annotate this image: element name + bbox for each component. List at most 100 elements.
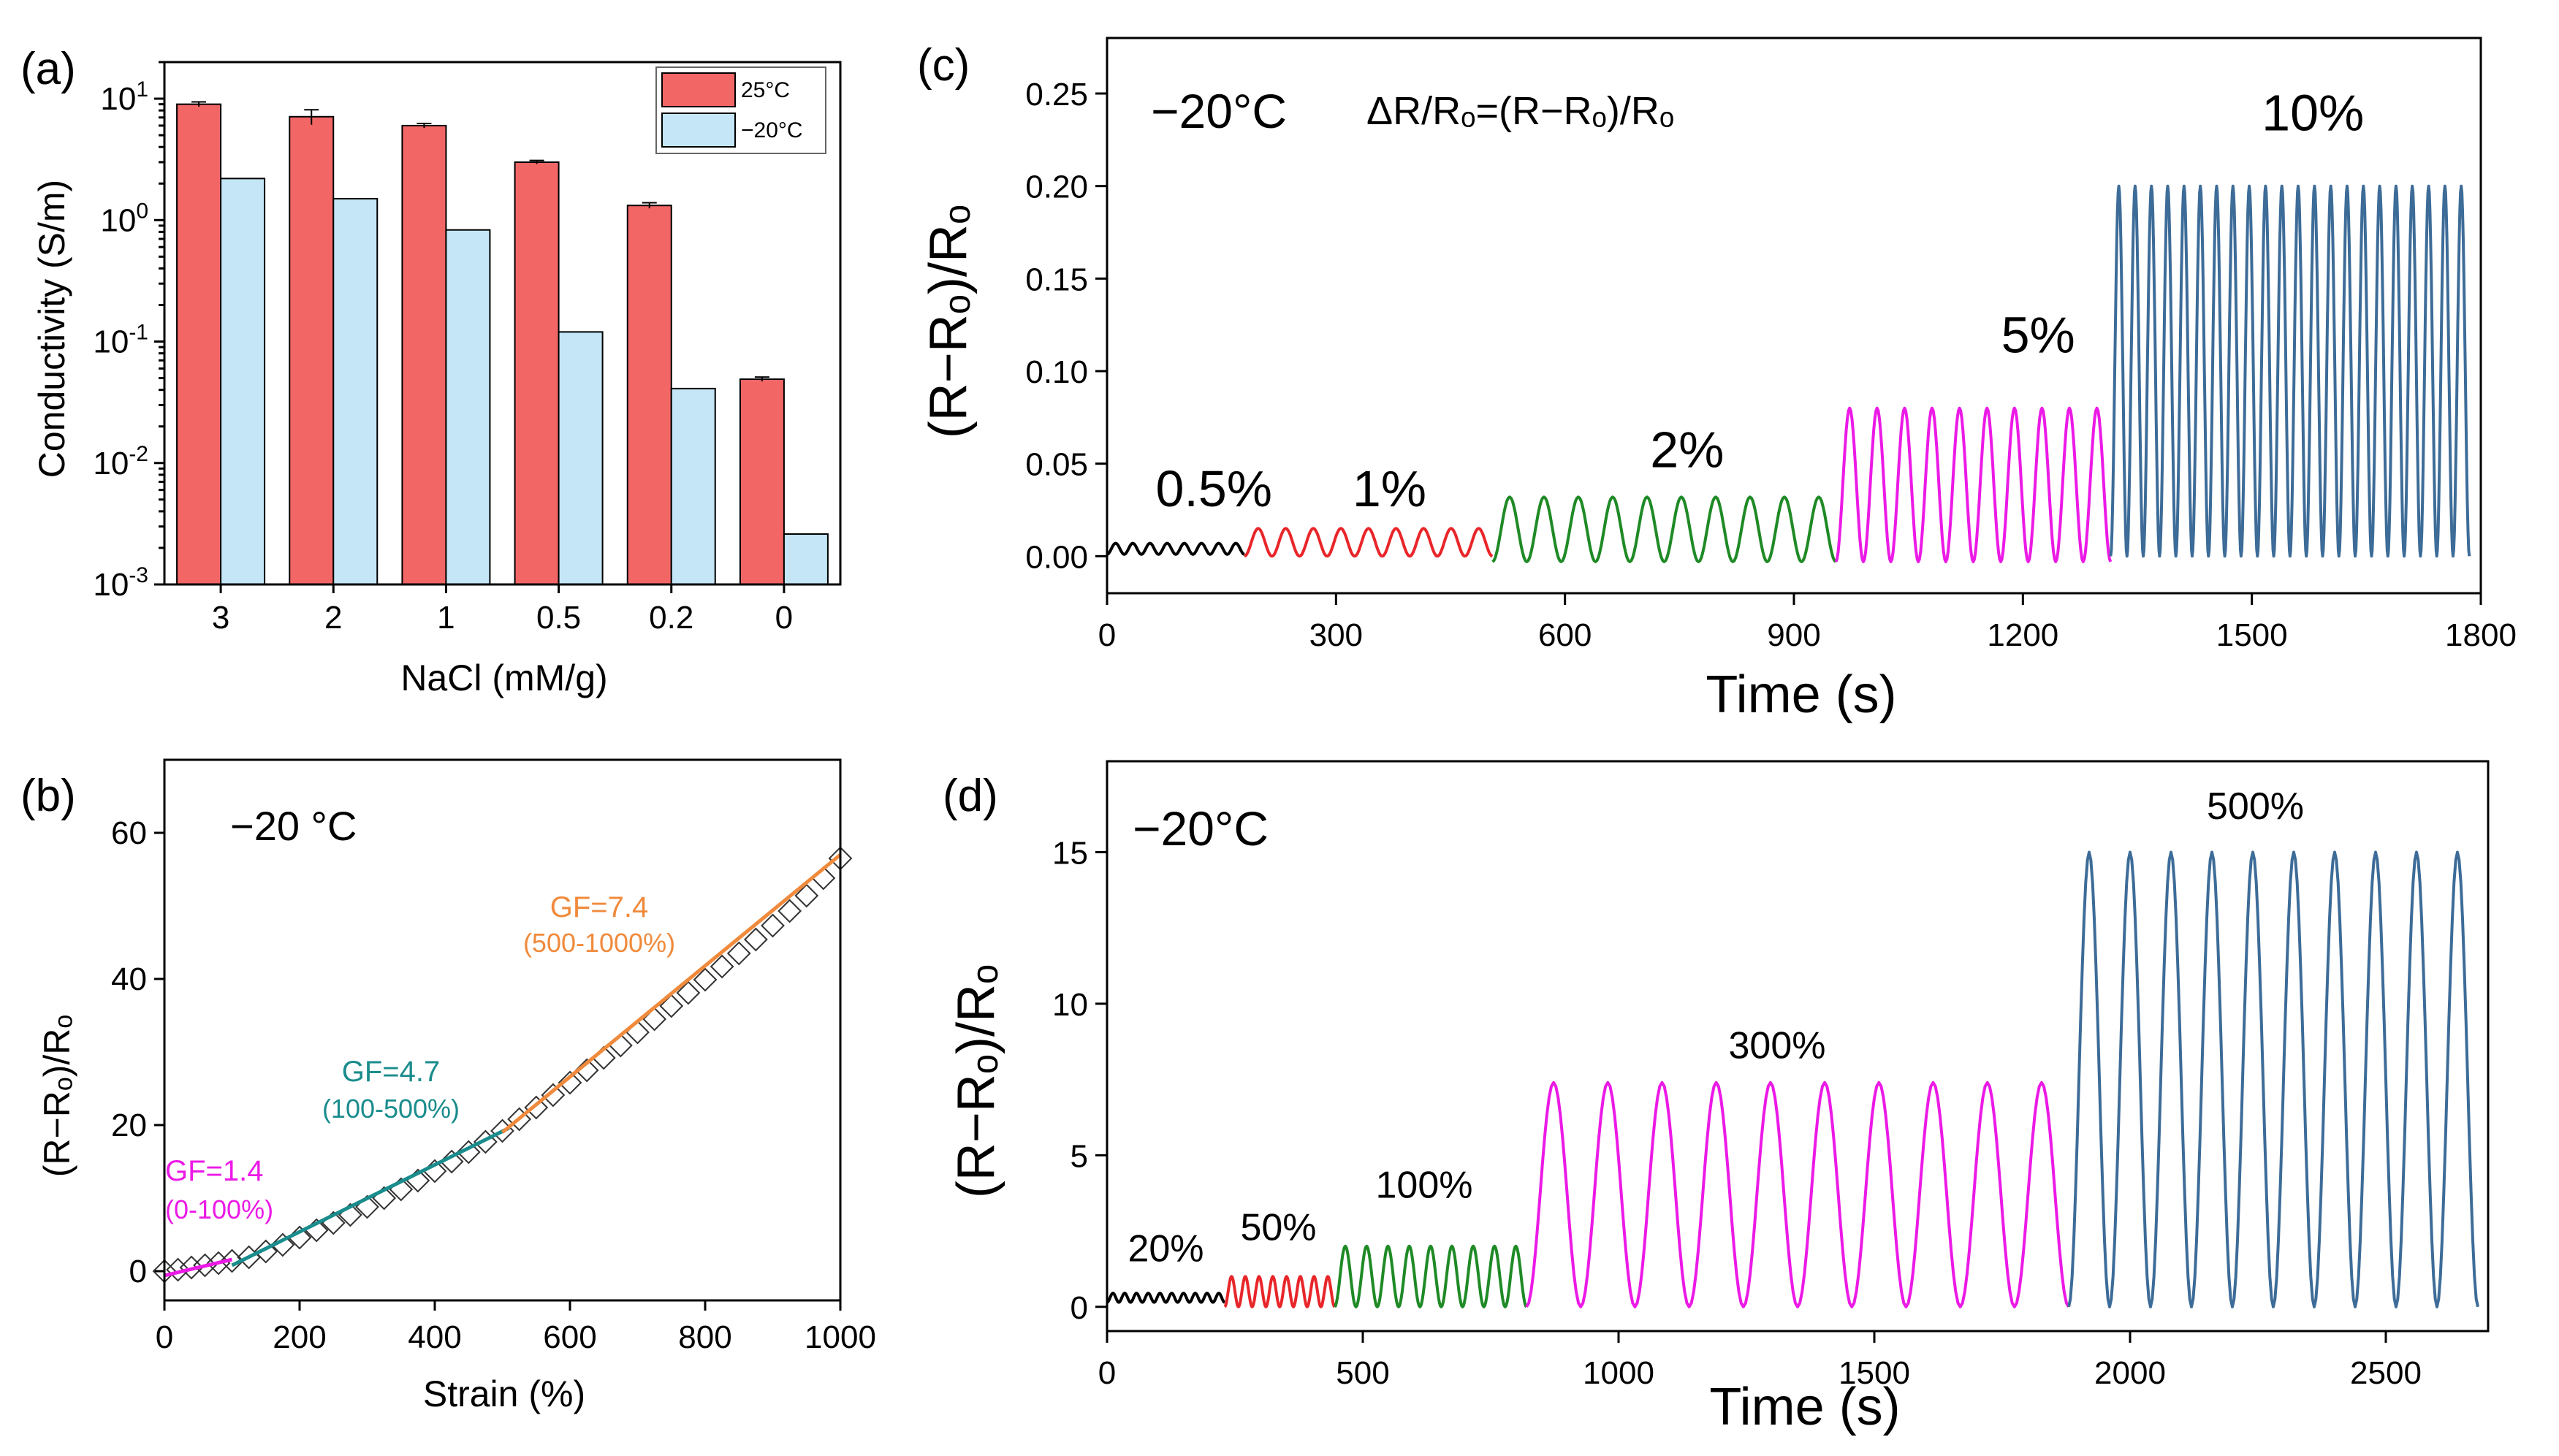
gf1-label: GF=1.4 xyxy=(165,1155,264,1187)
bar-25c xyxy=(739,378,785,585)
panel-b-plot: 0 200 400 600 800 1000 0 20 40 60 xyxy=(111,815,876,1355)
x-tick-label: 600 xyxy=(543,1319,596,1355)
tick-exponent: 0 xyxy=(136,199,148,223)
panel-a-label: (a) xyxy=(20,44,76,94)
gf1-range: (0-100%) xyxy=(165,1194,273,1224)
legend-swatch-25c xyxy=(661,72,736,107)
panel-d: (d) (R−Rₒ)/Rₒ Time (s) 0 500 1000 1500 2000 2… xyxy=(943,760,2490,1436)
tick-base: 10 xyxy=(100,81,136,117)
segment-label: 300% xyxy=(1729,1025,1826,1067)
data-point xyxy=(726,941,751,966)
panel-a-frame xyxy=(163,61,842,586)
tick-exponent: -3 xyxy=(129,563,148,587)
fit-line-gf3 xyxy=(501,853,842,1134)
x-tick-label: 1000 xyxy=(805,1319,876,1355)
panel-d-temperature: −20°C xyxy=(1133,801,1269,855)
data-point xyxy=(524,1095,549,1120)
tick-exponent: 1 xyxy=(136,77,148,102)
data-point xyxy=(794,883,819,908)
segment-label: 20% xyxy=(1128,1228,1204,1270)
y-tick-label: 15 xyxy=(1052,835,1088,871)
panel-a-ylabel: Conductivity (S/m) xyxy=(31,180,72,478)
panel-c-temperature: −20°C xyxy=(1151,84,1287,138)
panel-c-plot: 0 300 600 900 1200 1500 1800 0.00 0.05 0.10 0.15 0.… xyxy=(1025,77,2517,653)
fit-line-gf1 xyxy=(164,1257,233,1278)
x-tick-label: 2000 xyxy=(2094,1355,2166,1391)
x-tick-label: 0 xyxy=(156,1319,173,1355)
x-tick-label: 200 xyxy=(273,1319,326,1355)
y-tick-label: 100 xyxy=(100,199,148,238)
panel-d-xlabel: Time (s) xyxy=(1709,1378,1900,1436)
x-tick-label: 0 xyxy=(1098,617,1116,653)
x-tick-label: 1000 xyxy=(1583,1355,1654,1391)
x-tick-label: 1 xyxy=(437,600,455,636)
y-tick-label: 0.20 xyxy=(1025,169,1088,205)
bar-25c xyxy=(401,124,447,585)
data-point xyxy=(507,1107,532,1132)
panel-c-xlabel: Time (s) xyxy=(1706,666,1896,724)
bar-minus20c xyxy=(558,331,604,585)
tick-exponent: -2 xyxy=(129,442,148,466)
segment-label: 1% xyxy=(1353,460,1426,517)
y-tick-label: 5 xyxy=(1071,1138,1088,1174)
y-tick-label: 0.00 xyxy=(1025,539,1088,575)
segment-label: 50% xyxy=(1240,1207,1316,1249)
panel-b: (b) (R−Rₒ)/Rₒ Strain (%) 0 200 400 600 800 10… xyxy=(20,758,876,1414)
fit-line-gf2 xyxy=(231,1126,510,1268)
y-tick-label: 0.25 xyxy=(1025,77,1088,113)
x-tick-label: 1500 xyxy=(1839,1355,1910,1391)
series-line-500pct xyxy=(2067,850,2479,1308)
data-point xyxy=(676,980,701,1005)
y-tick-label: 101 xyxy=(100,77,148,117)
tick-base: 10 xyxy=(93,324,129,360)
y-tick-label: 10-2 xyxy=(93,442,148,481)
x-tick-label: 300 xyxy=(1309,617,1363,653)
data-point xyxy=(193,1253,217,1278)
tick-base: 10 xyxy=(93,446,129,481)
data-point xyxy=(439,1149,464,1174)
x-tick-label: 600 xyxy=(1538,617,1592,653)
data-point xyxy=(743,927,768,952)
series-line-5pct xyxy=(1834,406,2113,563)
y-tick-label: 0 xyxy=(1071,1290,1088,1326)
series-line-20pct xyxy=(1106,1292,1226,1304)
data-point xyxy=(693,967,718,992)
data-point xyxy=(456,1140,481,1165)
panel-d-label: (d) xyxy=(943,771,998,821)
bar-minus20c xyxy=(670,387,716,585)
y-tick-label: 60 xyxy=(111,815,147,851)
panel-a-xlabel: NaCl (mM/g) xyxy=(400,658,607,698)
panel-c-frame xyxy=(1106,37,2482,595)
bar-minus20c xyxy=(783,533,829,585)
panel-d-plot: 0 500 1000 1500 2000 2500 0 5 10 15 20% 50% 100% 300%… xyxy=(1052,785,2479,1391)
panel-b-label: (b) xyxy=(20,771,76,821)
data-point xyxy=(220,1249,244,1273)
segment-label: 0.5% xyxy=(1155,460,1272,517)
panel-c-formula: ΔR/Rₒ=(R−Rₒ)/Rₒ xyxy=(1366,89,1674,133)
data-point xyxy=(179,1255,204,1280)
x-tick-label: 400 xyxy=(408,1319,461,1355)
x-tick-label: 800 xyxy=(678,1319,731,1355)
y-tick-label: 10 xyxy=(1052,987,1088,1023)
panel-d-ylabel: (R−Rₒ)/Rₒ xyxy=(947,964,1005,1198)
y-tick-label: 0 xyxy=(129,1254,147,1289)
segment-label: 100% xyxy=(1376,1164,1473,1206)
panel-b-frame xyxy=(163,758,842,1302)
x-tick-label: 0.5 xyxy=(536,600,581,636)
x-tick-label: 2500 xyxy=(2350,1355,2422,1391)
bar-minus20c xyxy=(332,198,379,585)
panel-c-label: (c) xyxy=(917,40,970,91)
x-tick-label: 3 xyxy=(212,600,229,636)
series-line-1pct xyxy=(1244,527,1494,558)
bar-25c xyxy=(176,103,222,585)
segment-label: 2% xyxy=(1650,422,1724,479)
legend-label-25c: 25°C xyxy=(741,78,790,102)
segment-label: 500% xyxy=(2207,785,2304,828)
data-point xyxy=(710,954,734,979)
tick-base: 10 xyxy=(93,567,129,603)
segment-label: 10% xyxy=(2262,85,2364,142)
x-tick-label: 0 xyxy=(1098,1355,1116,1391)
panel-b-ylabel: (R−Rₒ)/Rₒ xyxy=(37,1015,77,1177)
bar-25c xyxy=(289,115,335,585)
